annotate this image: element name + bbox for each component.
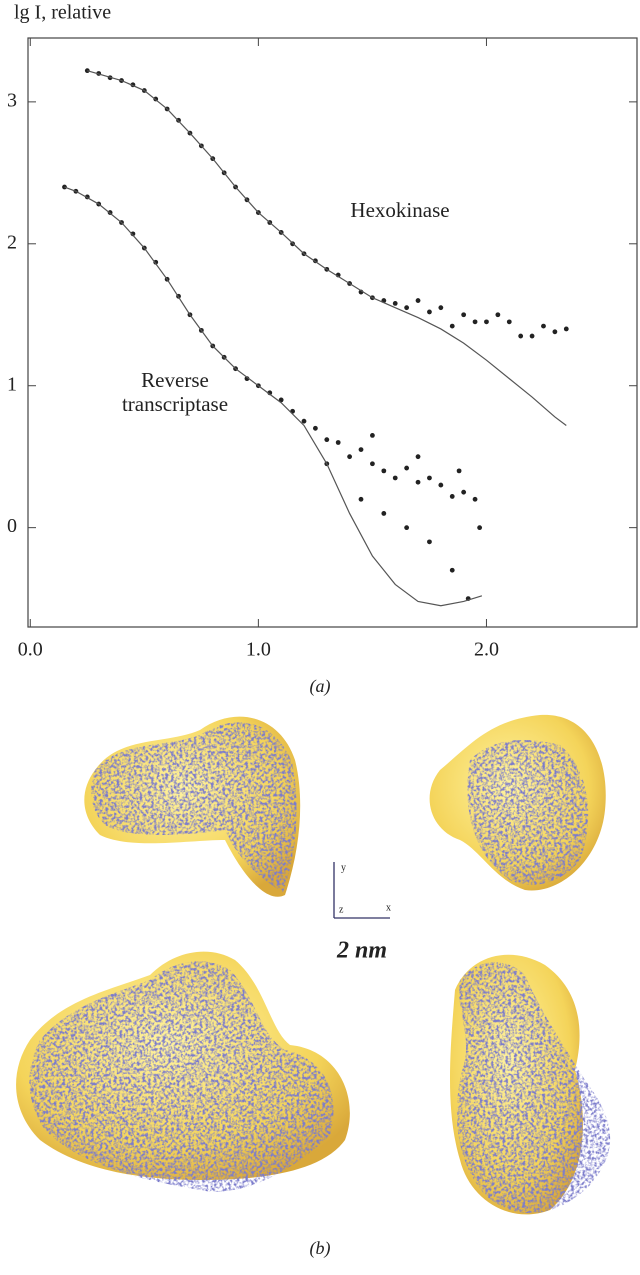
data-point (392, 475, 398, 481)
atoms (456, 962, 611, 1214)
data-point (370, 461, 375, 467)
data-point (415, 298, 421, 303)
data-point (518, 333, 524, 339)
data-point (449, 323, 455, 329)
axis-letter: x (386, 902, 391, 913)
data-point (404, 305, 410, 311)
data-point (427, 309, 432, 315)
data-point (461, 489, 467, 495)
data-point (392, 301, 398, 306)
data-point (427, 539, 432, 545)
data-point (449, 494, 455, 499)
data-point (358, 447, 364, 452)
atoms (29, 961, 334, 1192)
panel-label: (a) (310, 676, 331, 697)
data-point (415, 479, 421, 485)
data-point (529, 333, 535, 339)
y-axis-label: lg I, relative (14, 2, 111, 24)
data-point (370, 432, 375, 438)
plot-frame (27, 37, 638, 628)
data-point (449, 567, 455, 573)
x-tick-label: 0.0 (18, 639, 43, 661)
fit-curve (64, 186, 483, 607)
axes-glyph (333, 862, 390, 919)
atoms (467, 740, 589, 885)
panel-label: (b) (310, 1238, 331, 1259)
data-point (456, 468, 462, 474)
data-point (404, 525, 410, 531)
data-point (381, 511, 387, 516)
y-tick-label: 0 (7, 515, 17, 537)
atoms (91, 722, 297, 892)
data-point (335, 440, 341, 445)
x-tick-label: 2.0 (474, 639, 499, 661)
data-point (130, 231, 136, 237)
data-point (301, 418, 307, 424)
data-point (472, 496, 478, 502)
y-tick-label: 1 (7, 373, 17, 395)
axis-letter: y (341, 862, 346, 873)
x-tick-label: 1.0 (246, 639, 271, 661)
data-point (438, 482, 444, 488)
data-point (563, 326, 569, 332)
structures (16, 714, 611, 1215)
data-point (404, 465, 410, 471)
data-point (358, 496, 364, 502)
data-point (477, 525, 483, 531)
data-point (324, 437, 330, 443)
data-point (427, 475, 432, 481)
series-annotation: Reverse transcriptase (121, 368, 229, 416)
axis-letter: z (339, 904, 344, 915)
fit-curve (87, 70, 567, 426)
data-point (472, 319, 478, 325)
data-point (552, 329, 558, 335)
data-point (438, 305, 444, 311)
data-point (461, 312, 467, 318)
data-point (506, 319, 512, 325)
series-annotation: Hexokinase (350, 198, 450, 222)
data-point (381, 468, 387, 474)
y-tick-label: 2 (7, 231, 17, 253)
data-point (541, 323, 546, 329)
data-point (495, 312, 501, 318)
y-tick-label: 3 (7, 89, 17, 111)
data-point (312, 425, 318, 431)
data-point (415, 454, 421, 460)
scale-label: 2 nm (336, 938, 387, 964)
data-point (347, 454, 353, 460)
data-point (484, 319, 489, 325)
